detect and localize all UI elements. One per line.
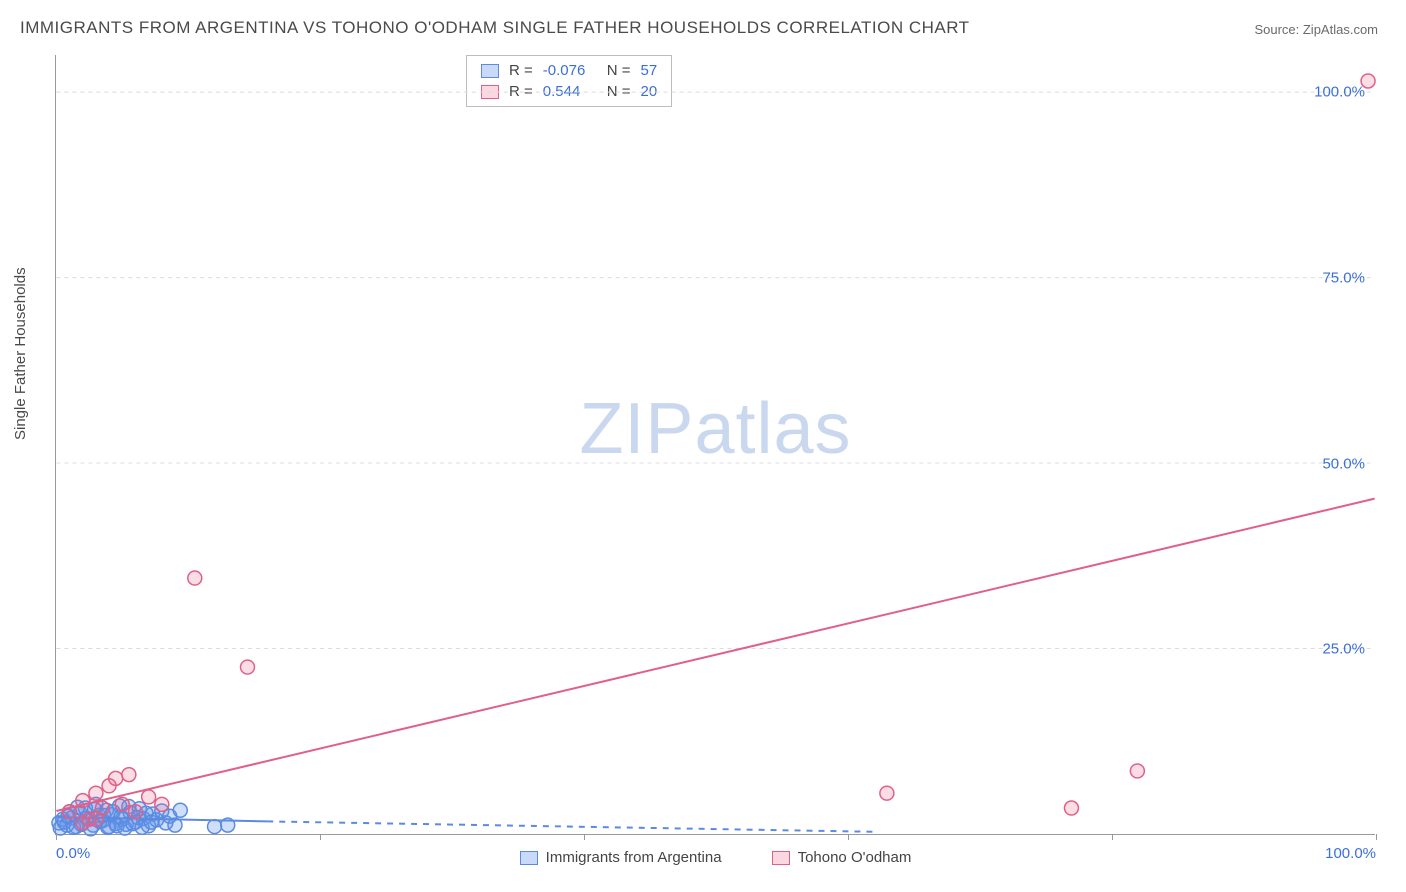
x-tick-mark: [584, 834, 585, 840]
plot-area: ZIPatlas R = -0.076 N = 57 R = 0.544 N =…: [55, 55, 1375, 835]
x-tick-mark: [56, 834, 57, 840]
y-tick-label: 25.0%: [1322, 641, 1365, 658]
x-tick-mark: [1112, 834, 1113, 840]
x-tick-mark: [1376, 834, 1377, 840]
legend-item: Tohono O'odham: [772, 849, 912, 866]
x-tick-label: 0.0%: [56, 845, 90, 862]
x-tick-mark: [848, 834, 849, 840]
legend-label: Tohono O'odham: [798, 849, 912, 866]
legend-item: Immigrants from Argentina: [520, 849, 722, 866]
y-tick-label: 50.0%: [1322, 455, 1365, 472]
chart-title: IMMIGRANTS FROM ARGENTINA VS TOHONO O'OD…: [20, 18, 970, 38]
x-tick-mark: [320, 834, 321, 840]
y-axis-label: Single Father Households: [12, 267, 29, 440]
chart-svg: [56, 55, 1375, 834]
source-attribution: Source: ZipAtlas.com: [1254, 22, 1378, 37]
y-tick-label: 75.0%: [1322, 269, 1365, 286]
y-tick-label: 100.0%: [1314, 84, 1365, 101]
swatch-icon: [772, 851, 790, 865]
legend-bottom: Immigrants from Argentina Tohono O'odham: [56, 849, 1375, 866]
x-tick-label: 100.0%: [1325, 845, 1376, 862]
swatch-icon: [520, 851, 538, 865]
legend-label: Immigrants from Argentina: [546, 849, 722, 866]
